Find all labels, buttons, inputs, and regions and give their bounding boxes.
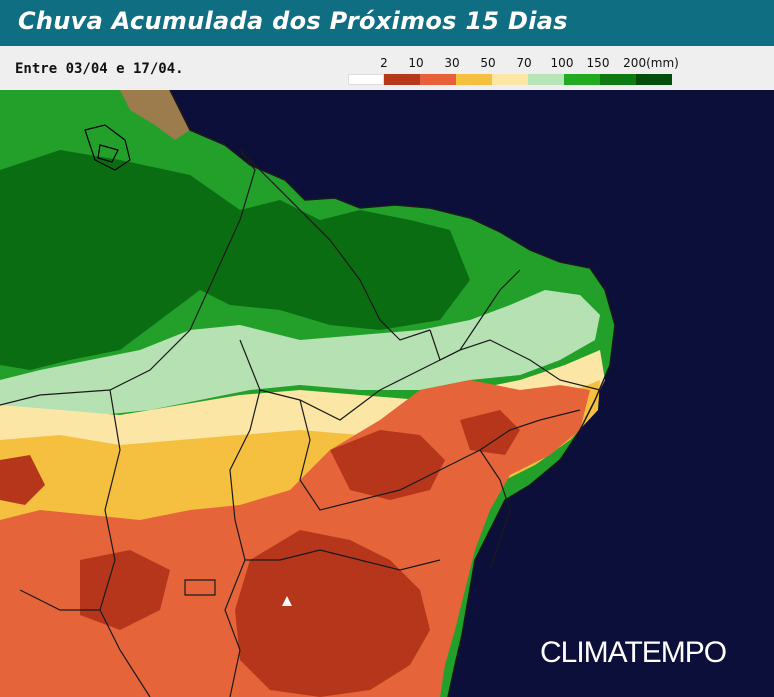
- state-border: [429, 269, 521, 361]
- legend-swatch: [564, 74, 600, 85]
- page-title: Chuva Acumulada dos Próximos 15 Dias: [18, 7, 568, 35]
- state-border: [479, 449, 511, 571]
- legend-label: 200(mm): [623, 56, 679, 70]
- climatempo-logo: CLIMATEMPO: [540, 636, 727, 669]
- coastline: [169, 90, 616, 697]
- legend-label: 30: [444, 56, 460, 70]
- island-outline: [97, 144, 119, 163]
- legend-swatch: [456, 74, 492, 85]
- state-border: [19, 589, 100, 611]
- legend-swatch: [420, 74, 456, 85]
- legend-label: 150: [586, 56, 610, 70]
- minimal-rain-zone: [80, 550, 170, 630]
- minimal-rain-zone: [460, 410, 520, 455]
- legend-swatch: [492, 74, 528, 85]
- header-bar: Chuva Acumulada dos Próximos 15 Dias: [0, 0, 774, 46]
- island-cluster: [84, 124, 131, 171]
- state-border: [299, 399, 581, 511]
- legend-swatch: [384, 74, 420, 85]
- legend-swatch: [636, 74, 672, 85]
- legend-swatch: [348, 74, 384, 85]
- dry-land-patch: [120, 90, 190, 140]
- date-range: Entre 03/04 e 17/04.: [15, 61, 184, 77]
- subheader-bar: Entre 03/04 e 17/04. 2 10 30 50 70 100 1…: [0, 46, 774, 90]
- state-border: [224, 339, 261, 697]
- legend-swatch: [600, 74, 636, 85]
- state-border: [245, 549, 441, 571]
- legend-label: 50: [480, 56, 496, 70]
- legend-label: 10: [408, 56, 424, 70]
- state-borders: [0, 149, 601, 697]
- moderate-rain-zone: [0, 290, 600, 415]
- legend-label: 2: [380, 56, 388, 70]
- legend-label: 100: [550, 56, 574, 70]
- state-border: [184, 579, 216, 596]
- state-border: [99, 389, 151, 697]
- minimal-rain-zone: [235, 530, 430, 697]
- rainfall-legend: 2 10 30 50 70 100 150 200(mm): [348, 52, 688, 85]
- rainfall-map: [0, 90, 774, 697]
- state-border: [239, 149, 431, 341]
- legend-label: 70: [516, 56, 532, 70]
- minimal-rain-zone: [0, 455, 45, 505]
- state-border: [0, 149, 256, 406]
- city-marker: [282, 596, 292, 606]
- heavy-rain-zone: [10, 175, 80, 225]
- heavy-rain-zone: [0, 150, 470, 370]
- island-outline: [84, 124, 131, 171]
- legend-swatch: [528, 74, 564, 85]
